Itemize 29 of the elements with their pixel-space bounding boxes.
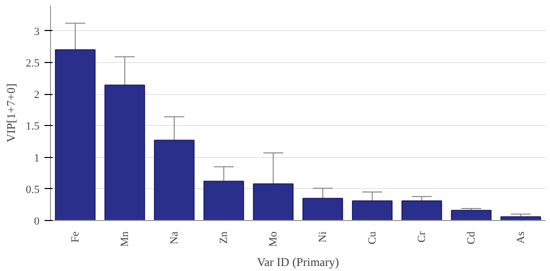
bar	[450, 210, 492, 220]
bar	[352, 200, 393, 220]
bar	[203, 180, 244, 220]
y-axis-title: VIP[1+7+0]	[4, 84, 18, 142]
y-tick-label: 3	[34, 26, 40, 38]
bar	[252, 183, 294, 220]
y-tick-label: 0	[34, 216, 40, 228]
bar	[500, 216, 542, 220]
x-tick-label: Na	[168, 231, 180, 244]
x-tick-label: Fe	[69, 231, 82, 242]
y-tick-label: 1	[34, 152, 40, 164]
x-tick-label: Zn	[218, 231, 230, 244]
x-tick-label: Cd	[465, 231, 478, 244]
x-tick-label: Mo	[267, 231, 280, 247]
y-tick-label: 0.5	[26, 184, 40, 196]
bar	[54, 49, 96, 220]
x-tick-label: Cu	[366, 231, 378, 244]
y-tick-label: 2.5	[26, 57, 40, 70]
x-axis-title: Var ID (Primary)	[257, 254, 339, 269]
bar	[104, 84, 146, 220]
y-tick-label: 1.5	[26, 120, 40, 133]
x-tick-label: As	[514, 231, 527, 244]
bar	[302, 198, 344, 220]
x-tick-label: Mn	[118, 231, 131, 247]
bar	[154, 140, 195, 220]
x-tick-label: Ni	[316, 232, 329, 242]
y-tick-label: 2	[34, 89, 40, 102]
x-tick-label: Cr	[416, 231, 428, 242]
bar	[401, 200, 442, 220]
